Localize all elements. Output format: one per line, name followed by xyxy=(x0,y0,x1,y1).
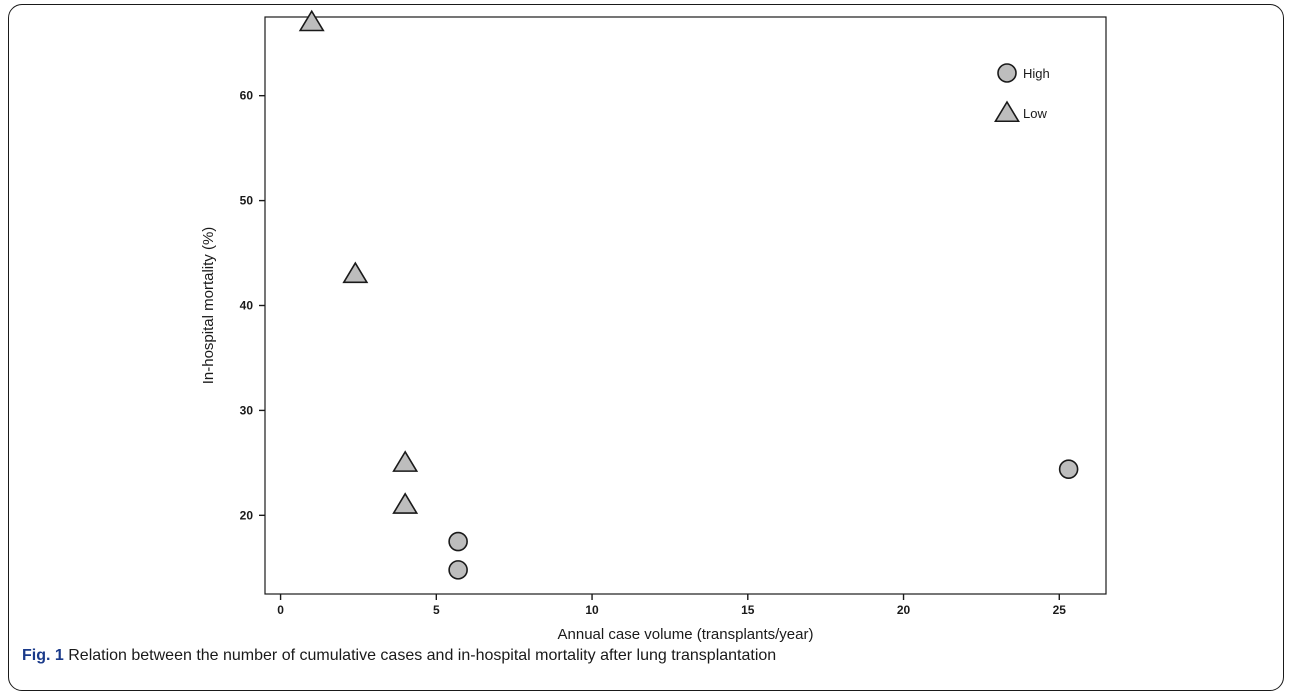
data-point-high xyxy=(448,560,468,580)
legend-label-high: High xyxy=(1023,66,1050,81)
y-tick-label: 50 xyxy=(240,194,254,208)
x-tick-label: 10 xyxy=(585,603,599,617)
caption-label: Fig. 1 xyxy=(22,647,64,664)
y-tick-label: 40 xyxy=(240,299,254,313)
data-point-low xyxy=(392,450,419,472)
y-tick-label: 20 xyxy=(240,508,254,522)
plot-area xyxy=(264,16,1107,595)
x-axis-title: Annual case volume (transplants/year) xyxy=(558,626,814,643)
y-tick-label: 30 xyxy=(240,403,254,417)
figure-frame xyxy=(8,4,1284,691)
figure-caption: Fig. 1 Relation between the number of cu… xyxy=(22,647,776,665)
caption-text: Relation between the number of cumulativ… xyxy=(68,647,777,664)
y-axis-title: In-hospital mortality (%) xyxy=(200,227,217,385)
legend-label-low: Low xyxy=(1023,106,1047,121)
data-point-low xyxy=(298,9,325,32)
x-tick-label: 20 xyxy=(897,603,911,617)
y-tick-label: 60 xyxy=(240,89,254,103)
data-point-low xyxy=(392,492,419,514)
data-point-high xyxy=(448,531,468,552)
x-tick-label: 15 xyxy=(741,603,755,617)
legend-marker-low xyxy=(994,100,1020,123)
x-tick-label: 0 xyxy=(277,603,284,617)
data-point-high xyxy=(1058,459,1079,479)
legend-marker-high xyxy=(997,63,1017,83)
x-tick-label: 5 xyxy=(433,603,440,617)
x-tick-label: 25 xyxy=(1053,603,1067,617)
data-point-low xyxy=(342,261,369,284)
